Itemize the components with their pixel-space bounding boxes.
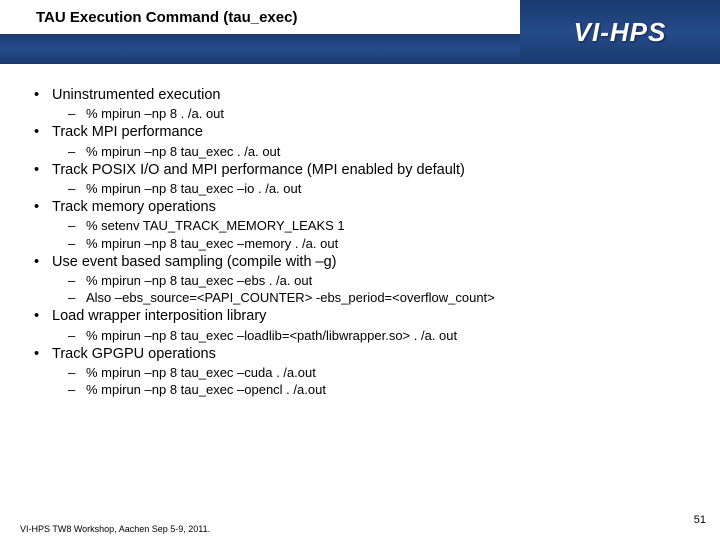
bullet-l2: % mpirun –np 8 tau_exec –io . /a. out bbox=[68, 181, 700, 197]
bullet-l1: Track POSIX I/O and MPI performance (MPI… bbox=[30, 161, 700, 179]
bullet-l1: Track MPI performance bbox=[30, 123, 700, 141]
bullet-l1: Uninstrumented execution bbox=[30, 86, 700, 104]
bullet-l2: % mpirun –np 8 tau_exec –memory . /a. ou… bbox=[68, 236, 700, 252]
footer-text: VI-HPS TW8 Workshop, Aachen Sep 5-9, 201… bbox=[20, 524, 210, 534]
slide-content: Uninstrumented execution % mpirun –np 8 .… bbox=[0, 64, 720, 398]
logo-text: VI-HPS bbox=[574, 17, 667, 48]
bullet-l2: % mpirun –np 8 . /a. out bbox=[68, 106, 700, 122]
bullet-l1: Load wrapper interposition library bbox=[30, 307, 700, 325]
bullet-l2: % mpirun –np 8 tau_exec –opencl . /a.out bbox=[68, 382, 700, 398]
bullet-l2: % mpirun –np 8 tau_exec –cuda . /a.out bbox=[68, 365, 700, 381]
bullet-l2: % setenv TAU_TRACK_MEMORY_LEAKS 1 bbox=[68, 218, 700, 234]
logo-box: VI-HPS bbox=[520, 0, 720, 64]
bullet-l1: Use event based sampling (compile with –… bbox=[30, 253, 700, 271]
bullet-l1: Track GPGPU operations bbox=[30, 345, 700, 363]
bullet-l2: % mpirun –np 8 tau_exec . /a. out bbox=[68, 144, 700, 160]
bullet-l1: Track memory operations bbox=[30, 198, 700, 216]
bullet-l2: % mpirun –np 8 tau_exec –ebs . /a. out bbox=[68, 273, 700, 289]
slide-header: TAU Execution Command (tau_exec) VI-HPS bbox=[0, 0, 720, 64]
bullet-l2: % mpirun –np 8 tau_exec –loadlib=<path/l… bbox=[68, 328, 700, 344]
bullet-l2: Also –ebs_source=<PAPI_COUNTER> -ebs_per… bbox=[68, 290, 700, 306]
page-number: 51 bbox=[694, 514, 706, 526]
slide-title: TAU Execution Command (tau_exec) bbox=[36, 9, 297, 26]
